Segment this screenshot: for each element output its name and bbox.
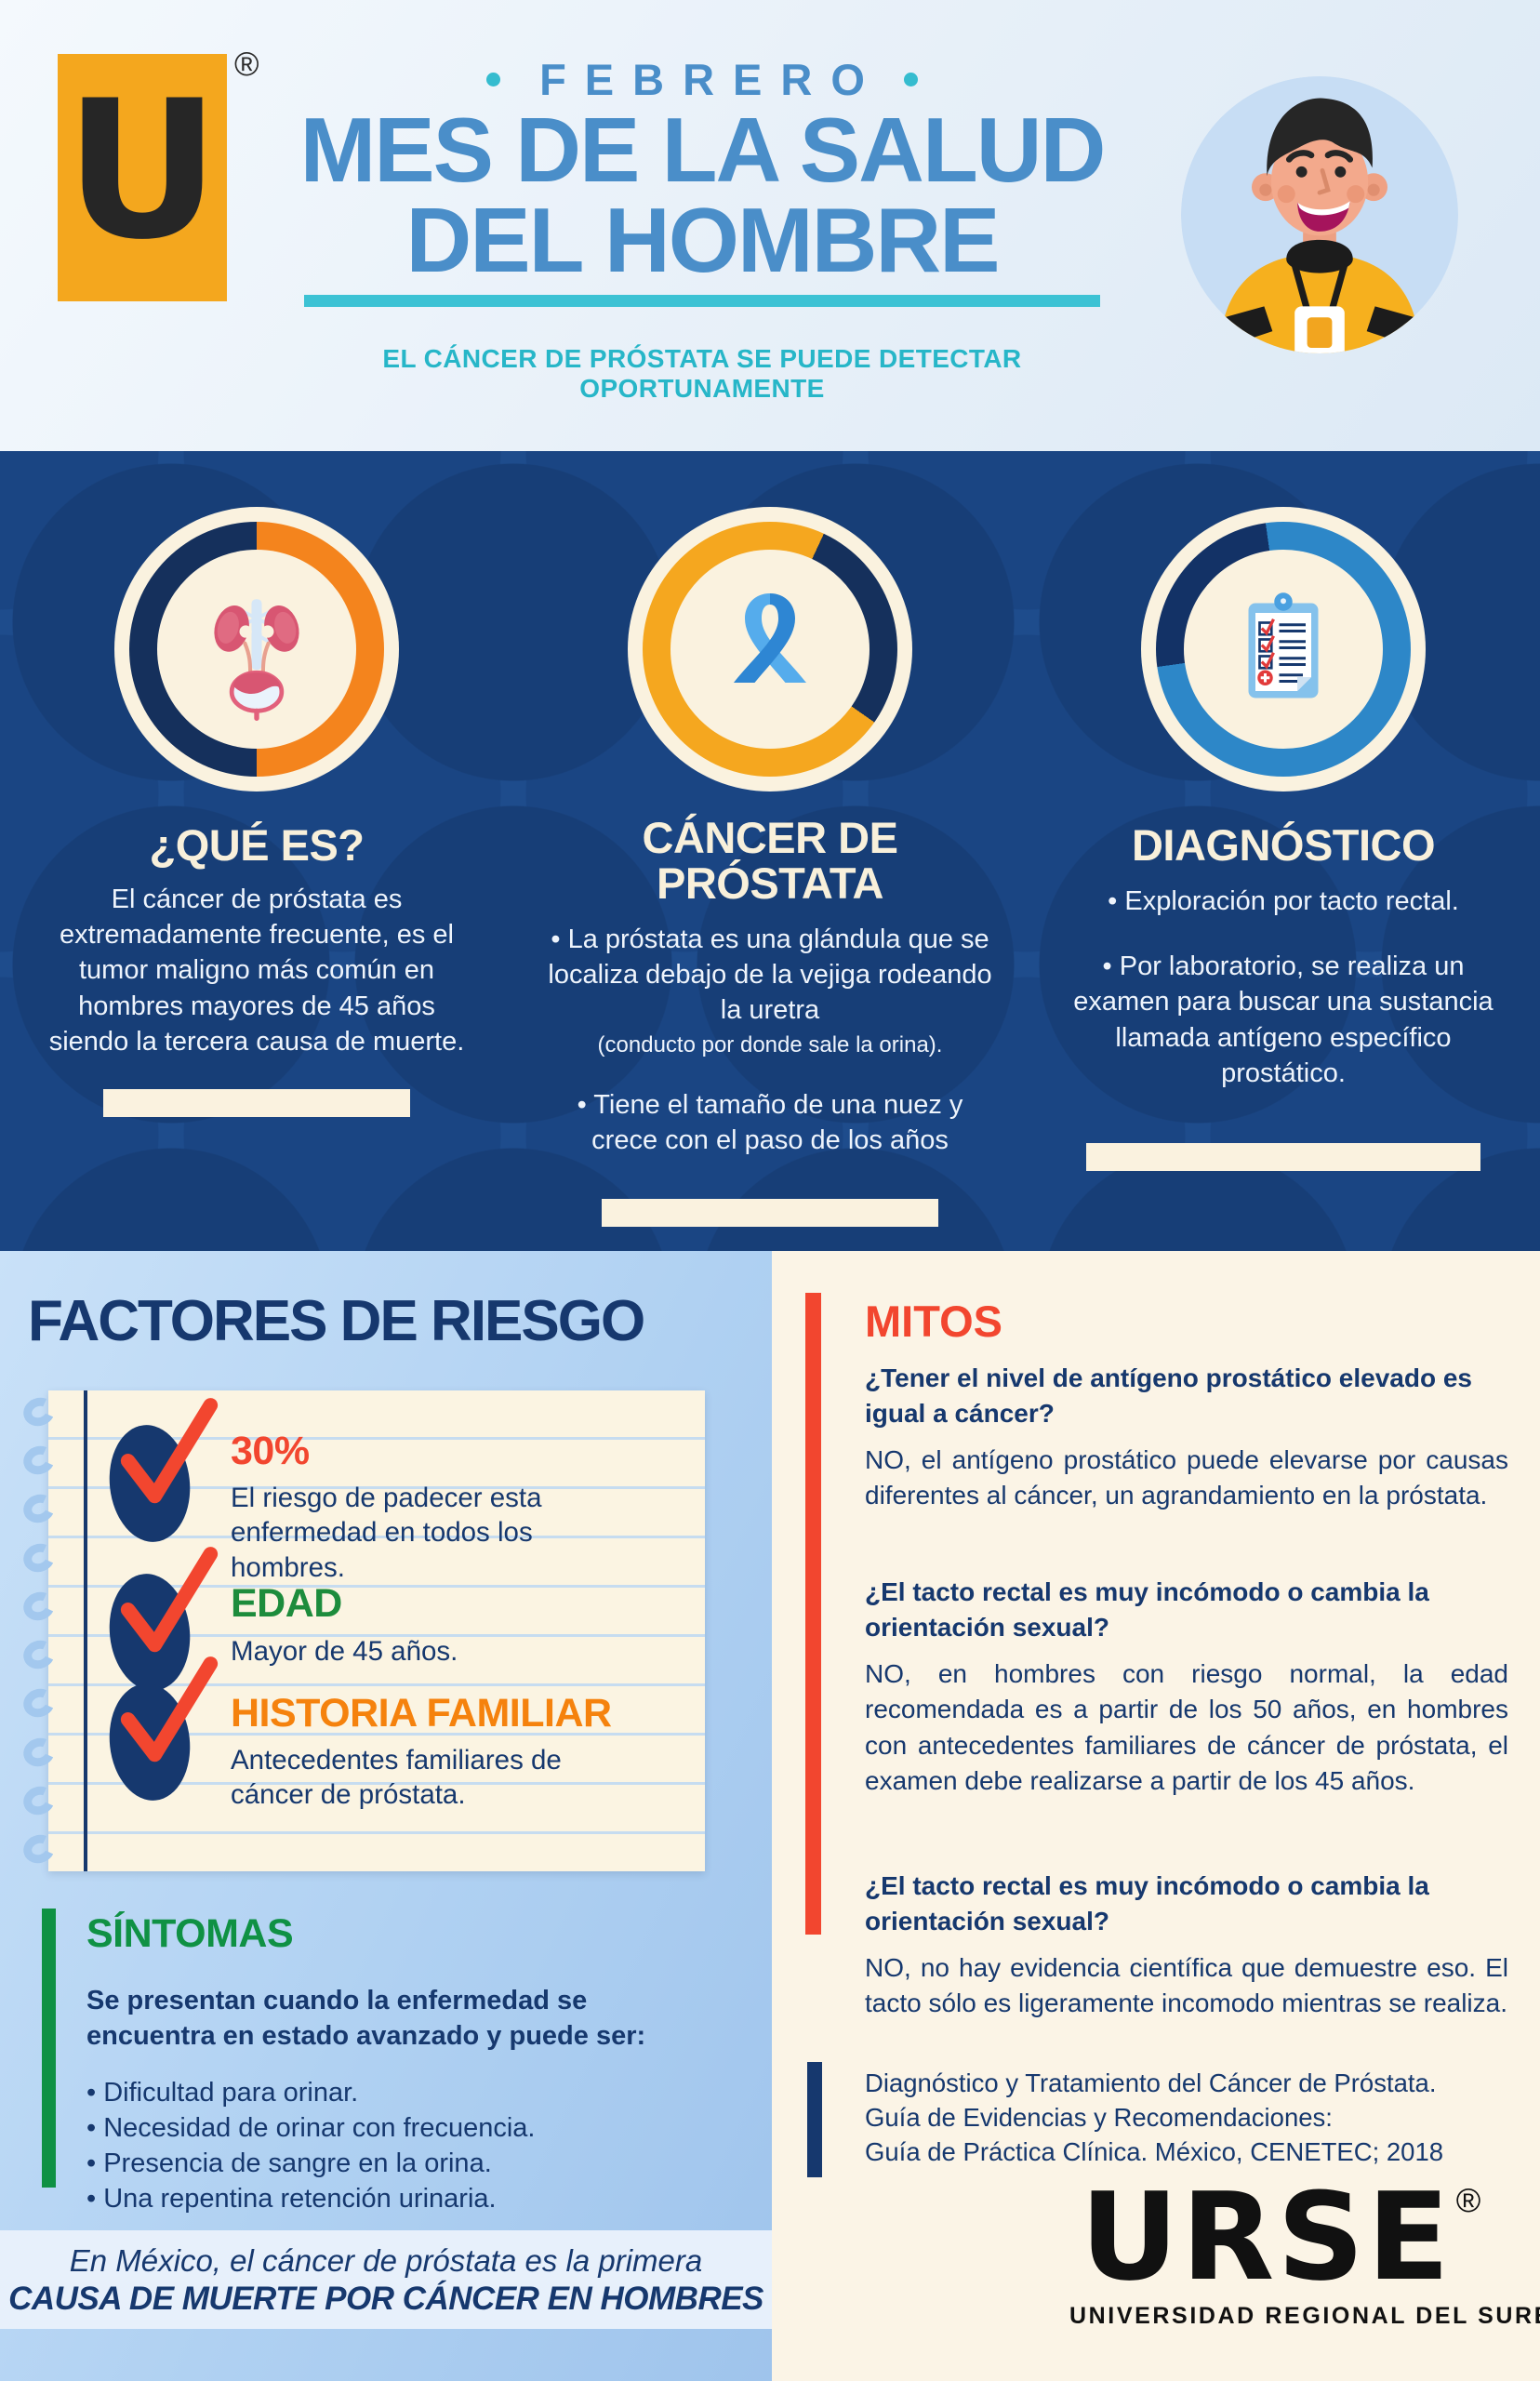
reference-line: Guía de Práctica Clínica. México, CENETE…: [865, 2137, 1444, 2167]
icon-badge: [114, 507, 399, 791]
spiral-ring-icon: [19, 1781, 60, 1819]
myth-answer: NO, el antígeno prostático puede elevars…: [865, 1445, 1508, 1510]
u-logo-letter: U: [64, 60, 220, 282]
section-heading-cancer: CÁNCER DE PRÓSTATA: [642, 813, 898, 908]
urse-tagline: UNIVERSIDAD REGIONAL DEL SURESTE: [1069, 2303, 1540, 2329]
myth-answer: NO, en hombres con riesgo normal, la eda…: [865, 1659, 1508, 1796]
symptoms-accent-bar: [42, 1909, 56, 2188]
reference-block: Diagnóstico y Tratamiento del Cáncer de …: [865, 2066, 1479, 2169]
teal-dot-icon: [903, 73, 918, 86]
column-que-es: ¿QUÉ ES? El cáncer de próstata es extrem…: [0, 451, 513, 1251]
spiral-ring-icon: [19, 1684, 60, 1723]
red-check-icon: [120, 1547, 219, 1653]
u-logo: U: [58, 54, 227, 301]
kicker-row: FEBRERO: [260, 54, 1144, 105]
risk-text-edad: Mayor de 45 años.: [231, 1636, 458, 1667]
red-check-icon: [120, 1398, 219, 1504]
section-heading-que-es: ¿QUÉ ES?: [149, 820, 365, 870]
symptoms-intro: Se presentan cuando la enfermedad se enc…: [86, 1986, 646, 2052]
symptom-item: • Necesidad de orinar con frecuencia.: [86, 2112, 536, 2143]
column-diagnostico: DIAGNÓSTICO • Exploración por tacto rect…: [1027, 451, 1540, 1251]
risk-text-historia: Antecedentes familiares de cáncer de pró…: [231, 1745, 562, 1811]
red-check-icon: [120, 1656, 219, 1762]
page-title-line2: DEL HOMBRE: [405, 189, 1000, 292]
subtitle: EL CÁNCER DE PRÓSTATA SE PUEDE DETECTAR …: [382, 344, 1022, 404]
spiral-ring-icon: [19, 1490, 60, 1528]
title-underline: [304, 295, 1100, 308]
cream-divider-bar: [602, 1199, 938, 1228]
footnote-line1: En México, el cáncer de próstata es la p…: [69, 2243, 703, 2278]
diagnostico-bullet-2: • Por laboratorio, se realiza un examen …: [1073, 951, 1494, 1088]
cancer-bullet-1: • La próstata es una glándula que se loc…: [548, 924, 992, 1026]
symptoms-list: • Dificultad para orinar. • Necesidad de…: [86, 2076, 708, 2217]
risk-label-edad: EDAD: [231, 1581, 342, 1626]
cancer-bullet-note: (conducto por donde sale la orina).: [597, 1031, 943, 1057]
urse-wordmark: URSE: [1080, 2166, 1453, 2308]
checklist-clipboard-icon: [1248, 592, 1319, 698]
spiral-ring-icon: [19, 1636, 60, 1674]
risk-label-30: 30%: [231, 1429, 310, 1473]
spiral-ring-icon: [19, 1393, 60, 1430]
myths-accent-bar: [805, 1293, 821, 1935]
symptom-item: • Presencia de sangre en la orina.: [86, 2148, 492, 2178]
page-title-line1: MES DE LA SALUD: [299, 99, 1107, 201]
registered-mark-icon: ®: [1455, 2180, 1481, 2219]
icon-ring: [1156, 522, 1411, 777]
diagnostico-bullet-1: • Exploración por tacto rectal.: [1108, 885, 1459, 916]
cancer-bullet-2: • Tiene el tamaño de una nuez y crece co…: [577, 1089, 963, 1155]
myth-answer: NO, no hay evidencia científica que demu…: [865, 1953, 1508, 2018]
man-avatar-icon: [1181, 76, 1458, 353]
cream-divider-bar: [103, 1089, 410, 1118]
cream-divider-bar: [1086, 1143, 1480, 1172]
risk-text-30: El riesgo de padecer esta enfermedad en …: [231, 1483, 542, 1583]
man-avatar: [1181, 76, 1458, 353]
spiral-ring-icon: [19, 1830, 60, 1868]
footnote-line2: CAUSA DE MUERTE POR CÁNCER EN HOMBRES: [8, 2281, 763, 2317]
spiral-ring-icon: [19, 1587, 60, 1625]
symptom-item: • Una repentina retención urinaria.: [86, 2183, 497, 2214]
notepad-margin-line: [84, 1390, 87, 1871]
risk-label-historia: HISTORIA FAMILIAR: [231, 1691, 612, 1736]
mexico-footnote: En México, el cáncer de próstata es la p…: [0, 2230, 772, 2329]
notepad-spiral: [19, 1393, 73, 1868]
section-heading-diagnostico: DIAGNÓSTICO: [1131, 820, 1436, 870]
symptom-item: • Dificultad para orinar.: [86, 2078, 359, 2108]
myths-title: MITOS: [865, 1297, 1002, 1346]
spiral-ring-icon: [19, 1733, 60, 1771]
kicker-febrero: FEBRERO: [539, 55, 883, 104]
icon-badge: [1141, 507, 1426, 791]
spiral-ring-icon: [19, 1538, 60, 1576]
urse-logo: URSE® UNIVERSIDAD REGIONAL DEL SURESTE: [1069, 2166, 1540, 2330]
risk-title: FACTORES DE RIESGO: [28, 1289, 645, 1353]
reference-accent-bar: [807, 2062, 822, 2177]
myth-question: ¿El tacto rectal es muy incómodo o cambi…: [865, 1871, 1429, 1936]
urinary-system-icon: [214, 599, 299, 721]
myths-panel: MITOS ¿Tener el nivel de antígeno prostá…: [772, 1251, 1540, 2381]
blue-ribbon-icon: [734, 593, 806, 683]
column-cancer-de-prostata: CÁNCER DE PRÓSTATA • La próstata es una …: [513, 451, 1027, 1251]
reference-line: Diagnóstico y Tratamiento del Cáncer de …: [865, 2068, 1437, 2097]
registered-mark-icon: ®: [234, 45, 259, 83]
icon-badge: [628, 507, 912, 791]
symptoms-title: SÍNTOMAS: [86, 1911, 294, 1956]
icon-ring: [129, 522, 384, 777]
header: U ® FEBRERO MES DE LA SALUD DEL HOMBRE E…: [0, 0, 1540, 451]
myth-question: ¿El tacto rectal es muy incómodo o cambi…: [865, 1577, 1429, 1643]
teal-dot-icon: [486, 73, 501, 86]
reference-line: Guía de Evidencias y Recomendaciones:: [865, 2103, 1333, 2133]
myth-question: ¿Tener el nivel de antígeno prostático e…: [865, 1363, 1472, 1429]
title-block: FEBRERO MES DE LA SALUD DEL HOMBRE EL CÁ…: [260, 54, 1144, 404]
spiral-ring-icon: [19, 1442, 60, 1480]
icon-ring: [643, 522, 897, 777]
que-es-body: El cáncer de próstata es extremadamente …: [48, 884, 465, 1057]
info-band: ¿QUÉ ES? El cáncer de próstata es extrem…: [0, 451, 1540, 1251]
